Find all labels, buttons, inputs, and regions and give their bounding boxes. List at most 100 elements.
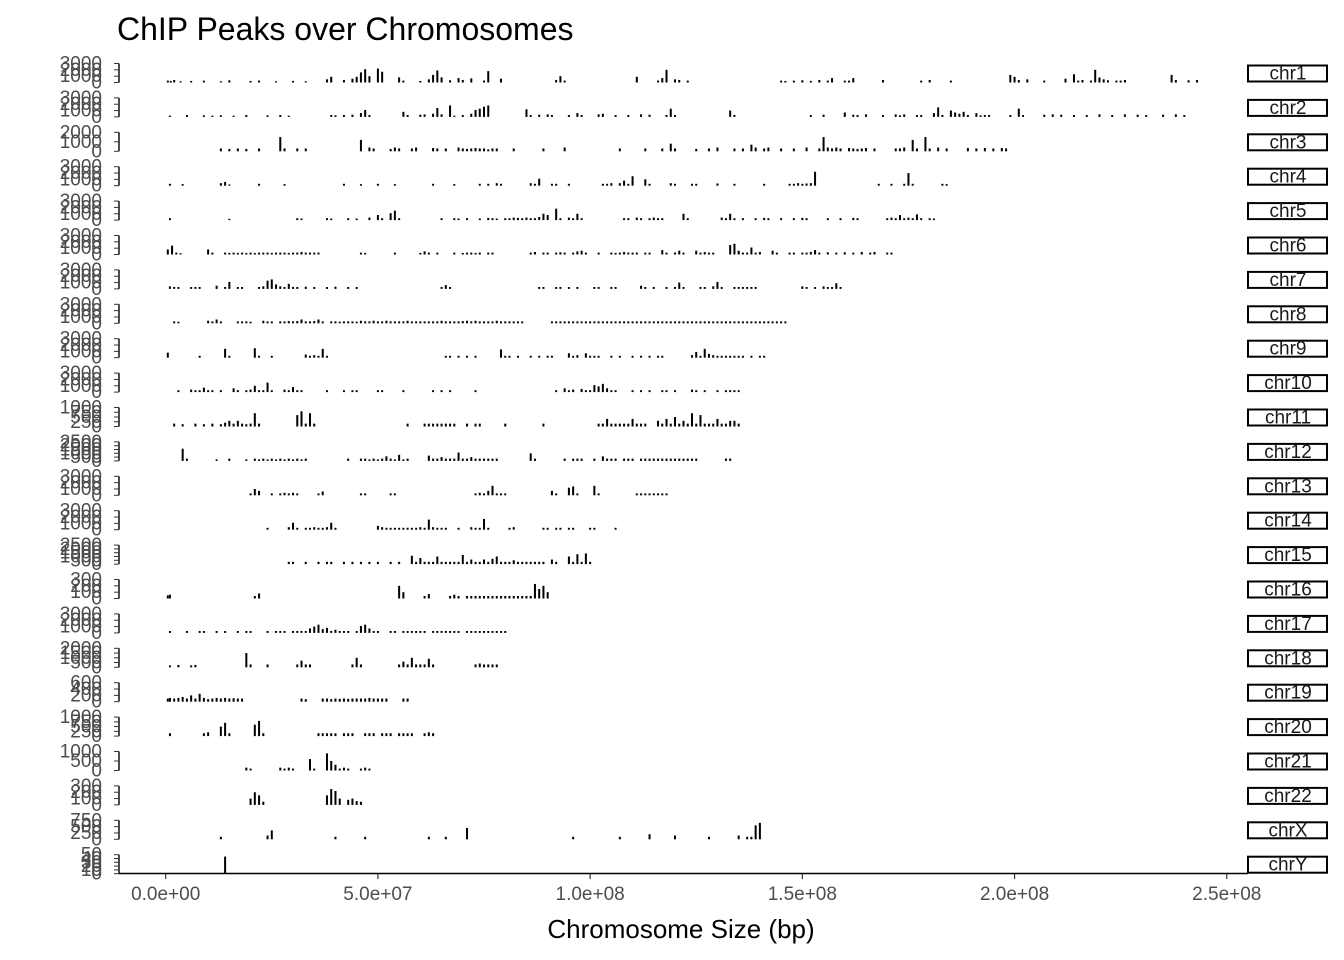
- peak-bar: [686, 80, 689, 83]
- peak-bar: [368, 321, 371, 324]
- peak-bar: [661, 355, 664, 358]
- peak-bar: [831, 78, 834, 83]
- y-tick-label: 3000: [60, 54, 102, 75]
- peak-bar: [347, 799, 350, 805]
- y-tick-label: 750: [70, 810, 102, 831]
- peak-bar: [470, 321, 473, 324]
- peak-bar: [359, 184, 362, 186]
- peak-bar: [890, 183, 893, 186]
- peak-bar: [381, 218, 384, 221]
- peak-bar: [470, 457, 473, 461]
- peak-bar: [682, 252, 685, 255]
- peak-bar: [381, 698, 384, 702]
- peak-bar: [780, 148, 783, 152]
- peak-bar: [898, 148, 901, 152]
- peak-bar: [529, 561, 532, 565]
- y-tick-label: 1000: [60, 341, 102, 362]
- peak-bar: [313, 768, 316, 771]
- peak-bar: [279, 631, 282, 633]
- peak-bar: [457, 355, 460, 358]
- peak-bar: [529, 183, 532, 186]
- peak-bar: [342, 767, 345, 771]
- peak-bar: [525, 109, 528, 117]
- peak-bar: [457, 631, 460, 633]
- peak-bar: [432, 321, 435, 324]
- peak-bar: [835, 147, 838, 152]
- peak-bar: [376, 321, 379, 324]
- y-tick-label: 0: [91, 176, 102, 197]
- peak-bar: [674, 390, 677, 393]
- peak-bar: [1136, 114, 1139, 117]
- peak-bar: [292, 768, 295, 771]
- peak-bar: [402, 592, 405, 599]
- peak-bar: [440, 423, 443, 427]
- peak-bar: [292, 252, 295, 255]
- peak-bar: [941, 183, 944, 186]
- x-tick-label: 1.0e+08: [556, 884, 625, 905]
- peak-bar: [546, 114, 549, 117]
- peak-bar: [342, 115, 345, 117]
- peak-bar: [542, 585, 545, 599]
- peak-bar: [559, 252, 562, 255]
- peak-bar: [270, 390, 273, 393]
- peak-bar: [648, 218, 651, 221]
- peak-bar: [635, 76, 638, 83]
- x-axis-label: Chromosome Size (bp): [547, 914, 814, 944]
- peak-bar: [253, 252, 256, 255]
- peak-bar: [975, 113, 978, 117]
- peak-bar: [937, 147, 940, 152]
- peak-bar: [754, 147, 757, 152]
- peak-bar: [648, 114, 651, 117]
- peak-bar: [652, 493, 655, 496]
- peak-bar: [359, 698, 362, 702]
- peak-bar: [932, 218, 935, 221]
- peak-bar: [166, 595, 169, 599]
- peak-bar: [478, 663, 481, 668]
- peak-bar: [499, 349, 502, 358]
- strip-box: [1247, 202, 1328, 221]
- y-tick-label: 2000: [60, 473, 102, 494]
- peak-bar: [483, 80, 486, 83]
- peak-bar: [266, 280, 269, 289]
- peak-bar: [351, 698, 354, 702]
- peak-bar: [631, 458, 634, 461]
- peak-bar: [937, 107, 940, 117]
- peak-bar: [661, 78, 664, 83]
- peak-bar: [461, 115, 464, 117]
- y-tick-label: 2000: [60, 122, 102, 143]
- peak-bar: [241, 423, 244, 427]
- y-tick-label: 3000: [60, 466, 102, 487]
- peak-bar: [406, 423, 409, 427]
- peak-bar: [572, 321, 575, 324]
- peak-bar: [822, 286, 825, 289]
- peak-bar: [470, 527, 473, 530]
- peak-bar: [270, 252, 273, 255]
- peak-bar: [669, 321, 672, 324]
- peak-bar: [457, 595, 460, 599]
- peak-bar: [567, 487, 570, 496]
- peak-bar: [453, 423, 456, 427]
- peak-bar: [610, 183, 613, 186]
- peak-bar: [478, 183, 481, 186]
- peak-bar: [168, 733, 171, 737]
- peak-bar: [219, 390, 222, 393]
- peak-bar: [258, 459, 261, 461]
- peak-bar: [181, 424, 184, 427]
- peak-bar: [228, 733, 231, 737]
- strip-box: [1247, 236, 1328, 255]
- peak-bar: [907, 173, 910, 186]
- peak-bar: [453, 218, 456, 221]
- peak-bar: [801, 252, 804, 255]
- peak-bar: [228, 148, 231, 152]
- peak-bar: [262, 801, 265, 805]
- peak-bar: [168, 665, 171, 668]
- peak-bar: [508, 561, 511, 565]
- strip-label: chrY: [1268, 855, 1307, 876]
- peak-bar: [398, 733, 401, 737]
- peak-bar: [410, 555, 413, 565]
- peak-bar: [245, 321, 248, 324]
- peak-bar: [508, 527, 511, 530]
